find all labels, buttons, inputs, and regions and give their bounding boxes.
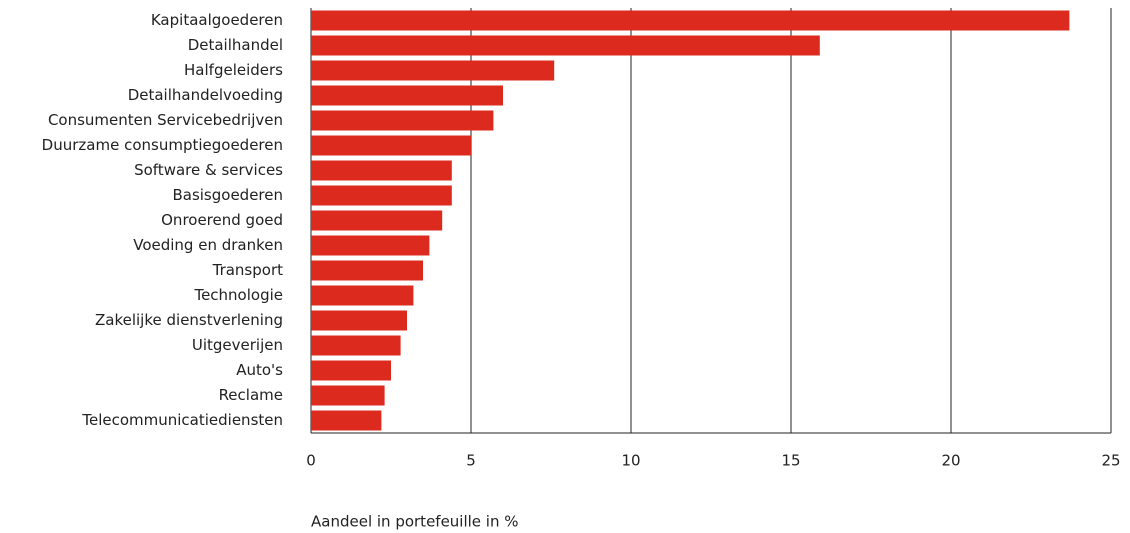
bar	[311, 285, 414, 306]
bar	[311, 85, 503, 106]
bar	[311, 335, 401, 356]
x-tick-label: 0	[306, 452, 316, 470]
bar	[311, 60, 555, 81]
bar	[311, 10, 1070, 31]
bar	[311, 310, 407, 331]
y-tick-label: Detailhandel	[188, 36, 283, 54]
y-tick-label: Kapitaalgoederen	[151, 11, 283, 29]
x-tick-label: 25	[1101, 452, 1120, 470]
y-tick-label: Voeding en dranken	[133, 236, 283, 254]
bar	[311, 110, 494, 131]
bar	[311, 360, 391, 381]
x-tick-label: 5	[466, 452, 476, 470]
y-tick-label: Uitgeverijen	[192, 336, 283, 354]
y-tick-label: Technologie	[193, 286, 283, 304]
bar	[311, 385, 385, 406]
y-tick-label: Basisgoederen	[172, 186, 283, 204]
bar	[311, 210, 443, 231]
bar	[311, 185, 452, 206]
bar	[311, 160, 452, 181]
y-tick-label: Onroerend goed	[161, 211, 283, 229]
y-tick-label: Reclame	[219, 386, 283, 404]
y-tick-label: Auto's	[236, 361, 283, 379]
bar	[311, 260, 423, 281]
y-tick-label: Telecommunicatiediensten	[81, 411, 283, 429]
bar	[311, 235, 430, 256]
y-tick-label: Software & services	[134, 161, 283, 179]
y-tick-label: Duurzame consumptiegoederen	[42, 136, 283, 154]
bar	[311, 35, 820, 56]
y-tick-label: Zakelijke dienstverlening	[95, 311, 283, 329]
y-tick-label: Consumenten Servicebedrijven	[48, 111, 283, 129]
y-tick-label: Halfgeleiders	[184, 61, 283, 79]
bar	[311, 135, 471, 156]
x-tick-label: 20	[941, 452, 960, 470]
x-axis-label: Aandeel in portefeuille in %	[311, 513, 519, 531]
x-tick-label: 15	[781, 452, 800, 470]
y-tick-label: Detailhandelvoeding	[128, 86, 283, 104]
y-tick-label: Transport	[212, 261, 284, 279]
x-tick-label: 10	[621, 452, 640, 470]
bar	[311, 410, 382, 431]
